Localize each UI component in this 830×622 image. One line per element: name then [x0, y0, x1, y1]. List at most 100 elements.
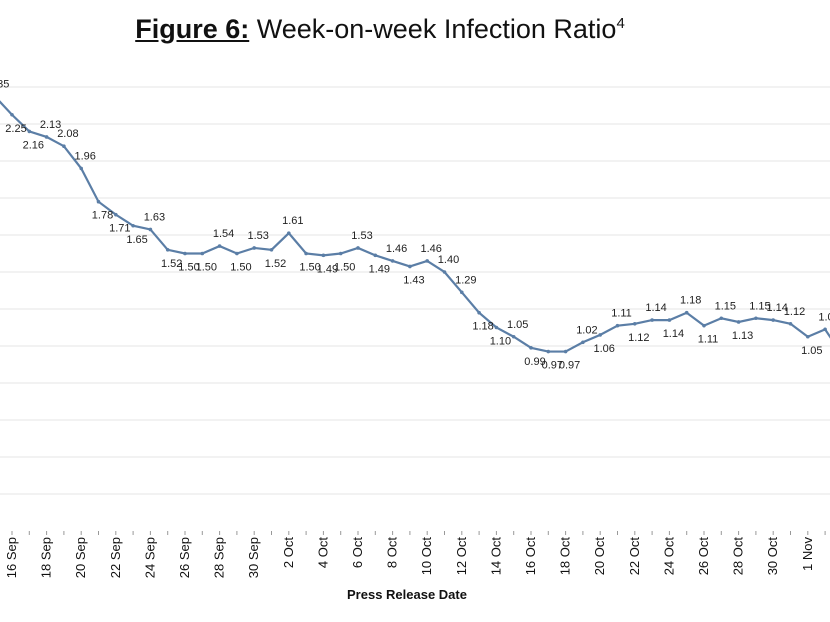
data-point: [719, 316, 724, 321]
x-tick-label: 18 Sep: [39, 537, 54, 578]
data-label: 1.11: [611, 308, 632, 320]
data-label: 1.06: [593, 343, 614, 355]
data-label: 1.02: [576, 324, 597, 336]
data-point: [269, 248, 274, 252]
data-point: [546, 349, 551, 354]
data-label: 1.29: [455, 274, 476, 286]
x-tick-label: 2 Oct: [281, 537, 296, 568]
data-label: 1.18: [472, 321, 493, 333]
chart-title: Figure 6: Week-on-week Infection Ratio4: [0, 14, 760, 45]
series-line: [0, 100, 830, 353]
data-point: [511, 334, 516, 339]
x-tick-label: 18 Oct: [558, 537, 573, 576]
data-label: 1.14: [766, 302, 787, 314]
data-label: 1.11: [698, 334, 719, 346]
data-point: [131, 223, 135, 228]
data-label: 1.50: [299, 262, 320, 274]
data-point: [702, 323, 706, 328]
x-tick-label: 28 Oct: [731, 537, 746, 576]
data-label: 1.50: [196, 262, 217, 274]
title-text: Week-on-week Infection Ratio: [256, 14, 617, 44]
data-point: [356, 246, 360, 250]
data-label: 1.12: [784, 306, 805, 318]
x-tick-label: 12 Oct: [454, 537, 469, 576]
data-point: [62, 144, 66, 148]
data-point: [598, 333, 602, 337]
data-label: 0.97: [559, 360, 580, 372]
data-point: [581, 340, 585, 345]
data-label: 1.14: [663, 328, 684, 340]
data-point: [252, 246, 256, 250]
data-point: [338, 251, 343, 256]
data-point: [771, 318, 775, 322]
data-point: [183, 251, 187, 256]
x-tick-label: 16 Sep: [4, 537, 19, 578]
data-point: [425, 259, 430, 263]
data-label: 1.40: [438, 254, 459, 266]
data-label: 2.35: [0, 78, 9, 90]
data-label: 1.05: [507, 319, 528, 331]
data-label: 1.14: [645, 302, 666, 314]
data-label: 1.46: [386, 243, 407, 255]
data-label: 0.97: [542, 360, 563, 372]
x-tick-label: 30 Sep: [246, 537, 261, 578]
data-label: 1.50: [230, 262, 251, 274]
data-label: 1.50: [334, 262, 355, 274]
data-label: 1.49: [317, 263, 338, 275]
data-label: 1.05: [801, 345, 822, 357]
data-point: [615, 323, 620, 328]
data-label: 1.46: [420, 243, 441, 255]
data-label: 1.71: [109, 223, 130, 235]
data-point: [788, 322, 793, 326]
data-label: 2.16: [23, 139, 44, 151]
data-label: 1.78: [92, 210, 113, 222]
figure-number: Figure 6:: [135, 14, 250, 44]
data-point: [823, 327, 827, 332]
data-label: 1.12: [628, 332, 649, 344]
data-point: [287, 231, 291, 235]
data-label: 1.09: [818, 311, 830, 323]
x-tick-label: 26 Oct: [696, 537, 711, 576]
data-point: [10, 112, 14, 117]
data-point: [529, 346, 533, 350]
data-point: [684, 310, 689, 315]
x-axis: 16 Sep 18 Sep 20 Sep 22 Sep 24 Sep 26 Sep 28 S…: [4, 531, 826, 578]
data-point: [460, 290, 464, 295]
data-label: 1.54: [213, 228, 234, 240]
data-point: [304, 251, 308, 256]
data-label: 1.52: [161, 258, 182, 270]
data-label: 1.63: [144, 211, 165, 223]
x-tick-label: 8 Oct: [385, 537, 400, 568]
data-point: [96, 199, 101, 204]
data-point: [27, 129, 32, 134]
x-tick-label: 22 Oct: [627, 537, 642, 576]
data-point: [806, 334, 810, 339]
data-point: [148, 227, 153, 232]
data-label: 1.65: [126, 234, 147, 246]
data-point: [754, 316, 758, 321]
x-tick-label: 16 Oct: [523, 537, 538, 576]
data-point: [442, 270, 447, 274]
data-point: [477, 310, 481, 315]
data-point: [736, 320, 741, 324]
data-point: [390, 259, 395, 263]
data-point: [494, 325, 499, 330]
x-tick-label: 28 Sep: [212, 537, 227, 578]
data-label: 1.10: [490, 336, 511, 348]
data-point: [44, 135, 49, 139]
data-point: [165, 248, 170, 252]
data-labels: 2.35 2.25 2.16 2.132.08 1.96 1.781.711.65 1.63…: [0, 78, 830, 372]
x-tick-label: 6 Oct: [350, 537, 365, 568]
data-label: 2.25: [5, 123, 26, 135]
data-point: [633, 322, 637, 326]
x-tick-label: 4 Oct: [315, 537, 330, 568]
data-label: 1.52: [265, 258, 286, 270]
x-tick-label: 24 Oct: [661, 537, 676, 576]
data-point: [235, 251, 239, 256]
x-tick-label: 20 Oct: [592, 537, 607, 576]
data-label: 0.99: [524, 356, 545, 368]
x-tick-label: 24 Sep: [142, 537, 157, 578]
data-point: [200, 251, 205, 256]
data-point: [373, 253, 378, 258]
